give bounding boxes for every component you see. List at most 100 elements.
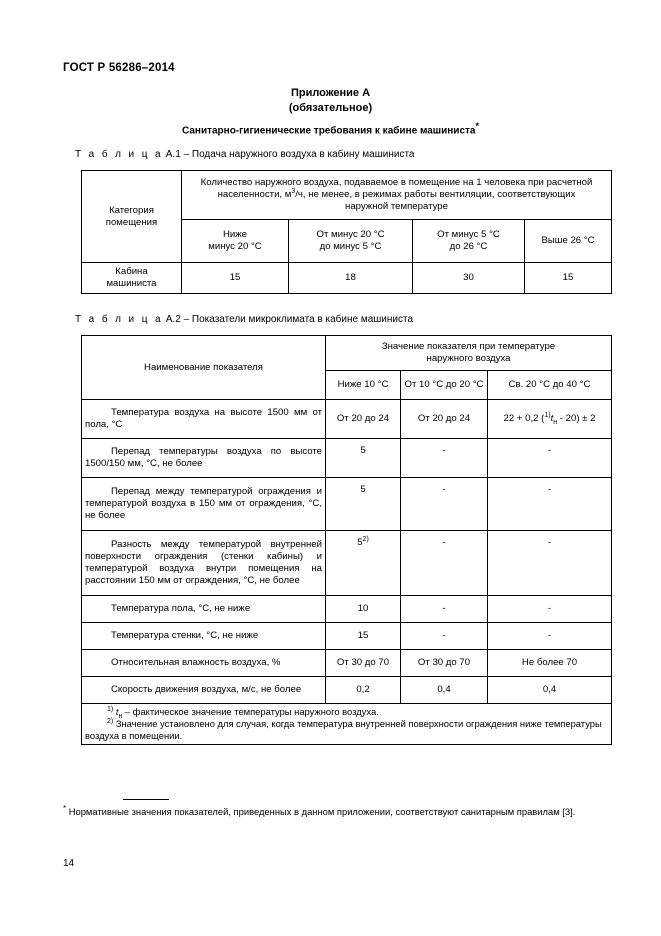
value-text: 5 [357, 537, 363, 548]
footnote-1-var: t [115, 706, 119, 717]
table-a2-row-name: Температура воздуха на высоте 1500 мм от… [81, 399, 326, 439]
footnote-1-text: – фактическое значение температуры наруж… [122, 706, 379, 717]
annex-title-line2: (обязательное) [288, 102, 373, 114]
table-a2-cell-value-1: 5 [325, 477, 401, 531]
table-a1-caption-number: А.1 [165, 149, 181, 160]
table-row: Перепад между температурой ограждения и … [81, 477, 612, 531]
table-a2-cell-value-3: 0,4 [487, 676, 612, 704]
table-a1-row-name: Кабина машиниста [81, 262, 182, 294]
row-name-line1: Кабина [115, 266, 148, 277]
footnote-1: 1) tн – фактическое значение температуры… [85, 706, 608, 720]
table-a2-cell-value-3: - [487, 622, 612, 650]
table-a2-cell-value-1: 5 [325, 438, 401, 478]
table-row: Температура воздуха на высоте 1500 мм от… [81, 399, 612, 439]
range-3-line1: От минус 5 °С [437, 229, 500, 240]
table-a2-row-name: Перепад температуры воздуха по высоте 15… [81, 438, 326, 478]
table-a2-cell-value-2: От 30 до 70 [400, 649, 488, 677]
a2-group-line2: наружного воздуха [426, 353, 511, 364]
table-a1-cell-value-3: 30 [412, 262, 525, 294]
table-a2-cell-value-1: От 30 до 70 [325, 649, 401, 677]
formula-sup: 1) [544, 411, 551, 419]
group-text-post: /ч, не менее, в режимах работы вентиляци… [295, 189, 576, 212]
table-a2-footnotes: 1) tн – фактическое значение температуры… [81, 703, 612, 745]
table-a2-cell-value-1: 52) [325, 530, 401, 596]
table-a2-cell-value-2: - [400, 622, 488, 650]
table-a2-row-name: Перепад между температурой ограждения и … [81, 477, 326, 531]
standard-designation: ГОСТ Р 56286–2014 [63, 62, 175, 74]
table-a2-header-group: Значение показателя при температуре наруж… [325, 335, 612, 371]
page-number: 14 [63, 858, 75, 869]
footnote-2: 2) Значение установлено для случая, когд… [85, 718, 608, 742]
table-a1-header-row-1: Категория помещения Количество наружного… [81, 170, 612, 263]
table-a2-caption-text: Показатели микроклимата в кабине машинис… [191, 314, 414, 325]
table-a2-row-name: Температура стенки, °С, не ниже [81, 622, 326, 650]
range-2-line2: до минус 5 °С [319, 241, 382, 252]
table-a2-cell-value-2: - [400, 438, 488, 478]
table-a2-header-temp-1: Ниже 10 °С [325, 370, 401, 400]
table-a2: Наименование показателя Значение показат… [81, 335, 612, 745]
table-a2-cell-value-2: - [400, 530, 488, 596]
table-row: Температура стенки, °С, не ниже 15 - - [81, 622, 612, 650]
table-a1-header-row-2: Ниже минус 20 °С От минус 20 °С до минус 5… [82, 219, 612, 263]
table-a2-header-temp-2: От 10 °С до 20 °С [400, 370, 488, 400]
table-a1-caption-text: Подача наружного воздуха в кабину машини… [191, 149, 415, 160]
range-2-line1: От минус 20 °С [316, 229, 385, 240]
page-footnote-marker: * [63, 804, 67, 813]
page-footnote: * Нормативные значения показателей, прив… [63, 799, 598, 818]
page-footnote-body: * Нормативные значения показателей, прив… [63, 804, 575, 817]
annex-subtitle: Санитарно-гигиенические требования к каб… [0, 121, 661, 136]
table-a2-cell-value-3: - [487, 477, 612, 531]
footnote-2-text: Значение установлено для случая, когда т… [85, 718, 602, 741]
table-a2-cell-value-3: 22 + 0,2 (1)tн - 20) ± 2 [487, 399, 612, 439]
table-a1: Категория помещения Количество наружного… [81, 170, 612, 294]
table-a1-header-group: Количество наружного воздуха, подаваемое… [181, 170, 612, 220]
table-a2-header-row-1: Наименование показателя Значение показат… [81, 335, 612, 400]
table-row: Скорость движения воздуха, м/с, не более… [81, 676, 612, 704]
table-a2-cell-value-3: - [487, 438, 612, 478]
annex-title-line1: Приложение А [290, 87, 371, 99]
table-a1-header-category: Категория помещения [81, 170, 182, 263]
table-row: Кабина машиниста 15 18 30 15 [81, 262, 612, 294]
range-1-line1: Ниже [222, 229, 248, 240]
table-a1-cell-value-2: 18 [288, 262, 413, 294]
table-a2-cell-value-2: - [400, 477, 488, 531]
group-text-pre: Количество наружного воздуха, подаваемое… [200, 177, 593, 200]
table-a2-cell-value-3: - [487, 530, 612, 596]
table-a2-notes-row: 1) tн – фактическое значение температуры… [81, 703, 612, 745]
table-a2-row-name: Скорость движения воздуха, м/с, не более [81, 676, 326, 704]
table-a1-caption-label: Т а б л и ц а [75, 149, 163, 160]
table-a2-cell-value-3: Не более 70 [487, 649, 612, 677]
table-a1-header-range-3: От минус 5 °С до 26 °С [412, 219, 525, 263]
table-a2-cell-value-2: - [400, 595, 488, 623]
table-a2-cell-value-1: 15 [325, 622, 401, 650]
table-row: Перепад температуры воздуха по высоте 15… [81, 438, 612, 478]
footnote-2-marker: 2) [107, 717, 114, 725]
value-footnote-marker: 2) [362, 535, 369, 543]
formula-var: t [550, 413, 554, 424]
table-a2-cell-value-1: 0,2 [325, 676, 401, 704]
table-a1-cell-value-4: 15 [524, 262, 612, 294]
table-a2-row-name: Разность между температурой внутренней п… [81, 530, 326, 596]
table-a2-caption-label: Т а б л и ц а [75, 314, 163, 325]
footnote-separator-rule [123, 799, 169, 800]
formula-sub: н [553, 418, 558, 426]
row-name-line2: машиниста [106, 278, 157, 289]
table-row: Разность между температурой внутренней п… [81, 530, 612, 596]
table-a2-cell-value-1: От 20 до 24 [325, 399, 401, 439]
annex-title: Приложение А (обязательное) [0, 86, 661, 116]
table-a1-caption: Т а б л и ц а А.1 – Подача наружного воз… [75, 149, 414, 160]
table-a1-header-range-2: От минус 20 °С до минус 5 °С [288, 219, 413, 263]
range-1-line2: минус 20 °С [208, 241, 262, 252]
table-a1-header-range-4: Выше 26 °С [524, 219, 612, 263]
table-row: Температура пола, °С, не ниже 10 - - [81, 595, 612, 623]
footnote-1-sub: н [118, 712, 123, 720]
annex-subtitle-asterisk: * [475, 121, 479, 131]
range-3-line2: до 26 °С [449, 241, 488, 252]
table-a2-row-name: Температура пола, °С, не ниже [81, 595, 326, 623]
table-a2-header-row-2: Ниже 10 °С От 10 °С до 20 °С Св. 20 °С д… [82, 370, 612, 400]
table-a2-cell-value-2: 0,4 [400, 676, 488, 704]
table-a2-caption-dash: – [183, 314, 190, 325]
a2-group-line1: Значение показателя при температуре [381, 341, 556, 352]
group-text-sup: 3 [291, 187, 296, 195]
